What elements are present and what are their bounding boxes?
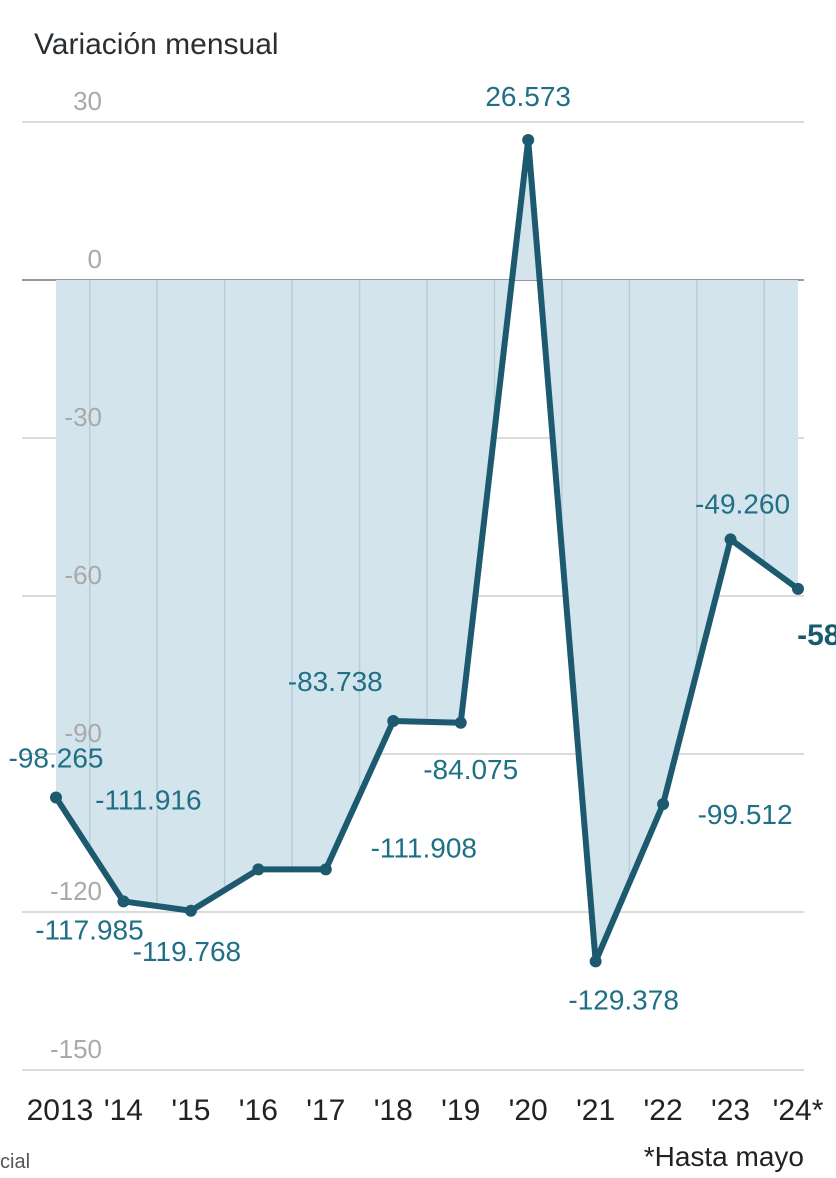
data-label: -84.075 — [423, 754, 518, 785]
point-markers — [50, 134, 804, 968]
y-tick-label: -150 — [50, 1034, 102, 1064]
data-point — [522, 134, 535, 147]
data-label: -83.738 — [288, 666, 383, 697]
data-label: -129.378 — [568, 984, 679, 1015]
y-tick-label: -120 — [50, 876, 102, 906]
x-tick-label: '14 — [104, 1094, 143, 1127]
data-point — [454, 716, 467, 729]
data-label: -111.908 — [371, 832, 477, 863]
x-tick-label: '24* — [773, 1094, 824, 1127]
x-tick-label: '17 — [306, 1094, 345, 1127]
data-label: -119.768 — [133, 936, 241, 967]
data-point — [252, 863, 265, 876]
data-point — [117, 895, 130, 908]
y-tick-label: -90 — [64, 718, 102, 748]
y-ticks: 30 0 -30 -60 -90 -120 -150 — [50, 86, 102, 1064]
y-tick-label: -30 — [64, 402, 102, 432]
x-tick-label: '16 — [239, 1094, 278, 1127]
y-tick-label: 30 — [73, 86, 102, 116]
y-axis-title: Variación mensual — [34, 28, 279, 61]
x-tick-label: '23 — [711, 1094, 750, 1127]
data-point — [792, 582, 804, 595]
x-tick-label: '20 — [509, 1094, 548, 1127]
area-fill-layer — [56, 140, 798, 962]
data-label: -117.985 — [35, 914, 143, 945]
x-tick-label: '21 — [576, 1094, 615, 1127]
data-label: -49.260 — [695, 488, 790, 519]
series-line-layer — [53, 137, 801, 965]
data-point — [184, 904, 197, 917]
x-tick-label: '22 — [644, 1094, 683, 1127]
data-label: -98.265 — [9, 743, 104, 774]
data-label: 26.573 — [485, 81, 571, 112]
y-tick-label: -60 — [64, 560, 102, 590]
series-line — [53, 137, 801, 965]
x-tick-label: '18 — [374, 1094, 413, 1127]
data-point — [387, 715, 400, 728]
x-tick-label: '19 — [441, 1094, 480, 1127]
data-point — [657, 798, 670, 811]
data-point — [589, 955, 602, 968]
data-label: -58.650 — [797, 619, 836, 652]
source-fragment: cial — [0, 1151, 30, 1173]
x-tick-label: '15 — [171, 1094, 210, 1127]
data-label: -111.916 — [95, 784, 201, 815]
footnote: *Hasta mayo — [644, 1141, 804, 1172]
data-point — [319, 863, 332, 876]
x-tick-label: 2013 — [27, 1094, 94, 1127]
data-labels: -98.265 -117.985-119.768 -111.916 -111.908 -… — [9, 81, 836, 1015]
data-label: -99.512 — [698, 799, 793, 830]
data-point — [50, 791, 62, 804]
y-tick-label: 0 — [88, 244, 102, 274]
data-point — [724, 533, 737, 546]
x-ticks: 2013 '14 '15 '16 '17 '18 '19 '20 '21 '22 '23 '24* — [27, 1094, 824, 1127]
